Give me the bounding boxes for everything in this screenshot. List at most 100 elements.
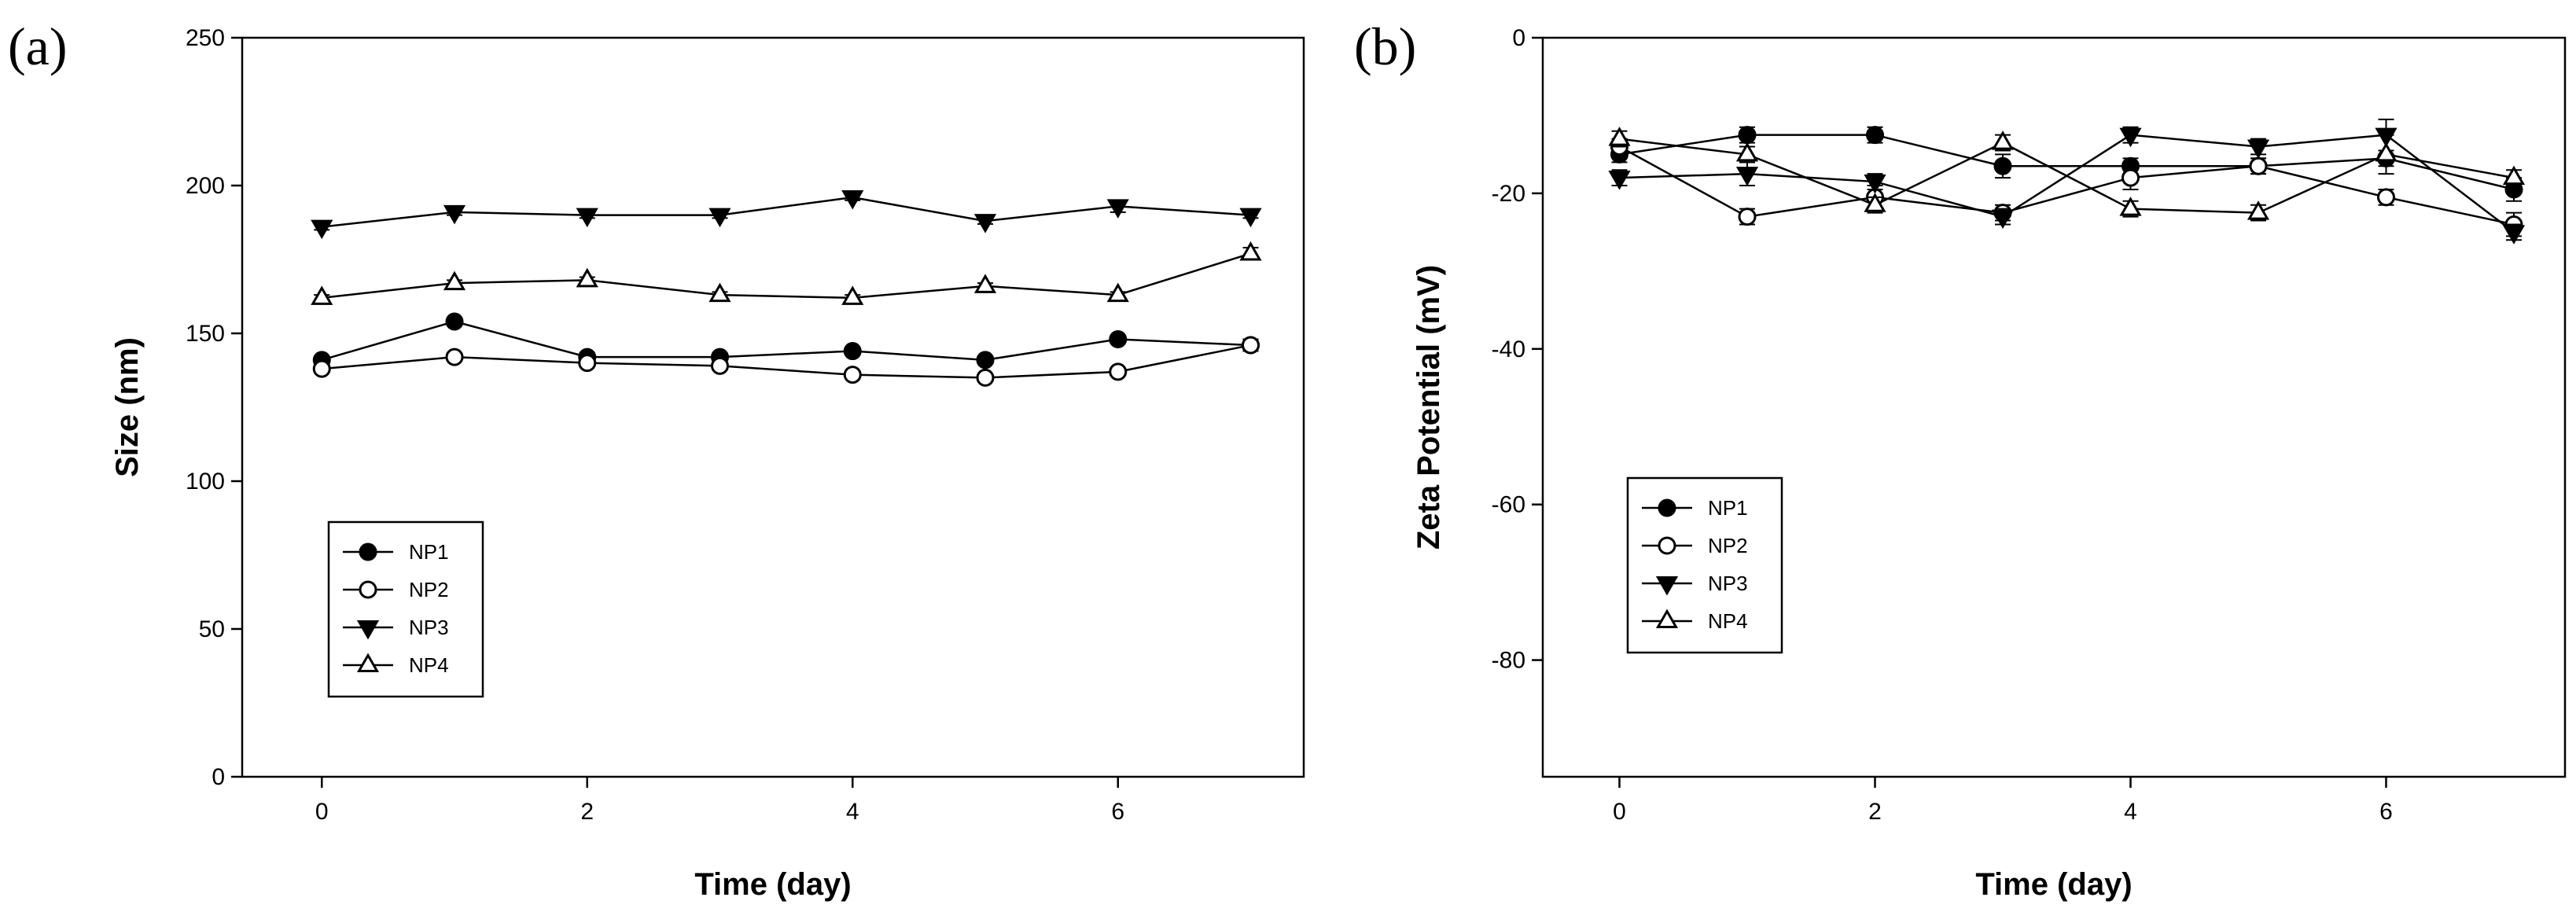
y-axis-title: Zeta Potential (mV) — [1411, 265, 1446, 550]
data-point-np4 — [2375, 142, 2398, 162]
data-point-np4 — [2247, 200, 2270, 220]
y-tick-label: 200 — [186, 173, 225, 199]
legend: NP1 NP2 NP3 NP4 — [327, 520, 484, 698]
y-tick-label: -80 — [1492, 648, 1525, 674]
y-tick-label: -20 — [1492, 181, 1525, 207]
x-tick-label: 0 — [315, 799, 329, 825]
data-point-np2 — [711, 356, 729, 375]
y-tick-label: 100 — [186, 469, 225, 495]
data-point-np3 — [1735, 167, 1759, 186]
data-point-np2 — [1109, 362, 1128, 381]
data-point-np4 — [311, 285, 333, 305]
plot-frame — [1541, 36, 2567, 778]
x-tick-label: 4 — [846, 799, 859, 825]
data-point-np2 — [2249, 156, 2268, 175]
legend-label: NP2 — [1708, 534, 1748, 557]
data-point-np1 — [1738, 126, 1757, 145]
data-point-np4 — [2119, 197, 2142, 216]
data-point-np3 — [2119, 127, 2142, 148]
data-point-np1 — [843, 342, 862, 361]
data-point-np4 — [2502, 165, 2526, 186]
legend-label: NP4 — [409, 653, 449, 677]
x-tick-label: 6 — [1111, 799, 1124, 825]
series-np4 — [311, 241, 1262, 305]
data-point-np4 — [1608, 127, 1631, 146]
data-point-np3 — [973, 214, 997, 234]
data-point-np4 — [841, 285, 864, 305]
x-tick-label: 2 — [1868, 799, 1882, 825]
legend-marker-np4 — [356, 653, 380, 672]
legend-marker-np2 — [1658, 536, 1676, 555]
data-point-np3 — [443, 204, 466, 225]
x-tick-label: 6 — [2379, 799, 2393, 825]
series-line-np3 — [322, 196, 1251, 228]
data-point-np2 — [2377, 188, 2395, 207]
data-point-np1 — [445, 312, 464, 331]
legend-label: NP3 — [1708, 572, 1748, 595]
panel-label: (b) — [1354, 17, 1416, 76]
series-line-np2 — [1618, 145, 2515, 226]
series-np3 — [1608, 118, 2526, 245]
legend-marker-np3 — [1655, 576, 1679, 596]
legend-label: NP1 — [409, 540, 449, 564]
series-np4 — [1608, 127, 2526, 222]
data-point-np2 — [312, 359, 331, 378]
y-tick-label: -60 — [1492, 492, 1525, 518]
data-point-np2 — [445, 348, 464, 366]
data-point-np4 — [708, 282, 731, 303]
data-point-np1 — [1993, 156, 2012, 175]
data-point-np1 — [1109, 330, 1128, 349]
data-point-np2 — [976, 368, 995, 387]
plot-frame — [241, 36, 1305, 778]
data-point-np3 — [1239, 208, 1262, 228]
series-line-np4 — [1619, 138, 2515, 214]
data-point-np4 — [1106, 282, 1129, 303]
legend-marker-np1 — [359, 542, 377, 561]
data-point-np4 — [1991, 131, 2015, 150]
data-point-np2 — [578, 354, 597, 373]
legend-marker-np1 — [1658, 498, 1676, 517]
y-tick-label: 0 — [1512, 25, 1525, 51]
series-line-np1 — [321, 320, 1251, 362]
data-point-np1 — [1866, 126, 1884, 145]
data-point-np3 — [708, 208, 731, 228]
series-np2 — [312, 336, 1260, 387]
data-point-np3 — [2502, 225, 2526, 245]
series-line-np1 — [1619, 134, 2515, 191]
data-point-np3 — [311, 219, 333, 240]
series-line-np4 — [322, 252, 1251, 300]
legend-box — [1626, 476, 1783, 654]
legend-label: NP3 — [409, 616, 449, 639]
data-point-np1 — [976, 351, 995, 370]
y-tick-label: 250 — [186, 25, 225, 51]
panel-b-zeta-chart: (b) 0 -20 -40 -60 -80 0 2 4 6 Time (day) Zeta Poten… — [1354, 17, 2567, 902]
panel-label: (a) — [8, 17, 67, 76]
data-point-np3 — [1864, 175, 1886, 194]
legend-box — [327, 520, 484, 698]
y-tick-label: -40 — [1492, 336, 1525, 362]
data-point-np3 — [1991, 209, 2015, 230]
data-point-np4 — [443, 270, 466, 291]
data-point-np3 — [1608, 171, 1631, 190]
data-point-np3 — [576, 208, 598, 228]
x-tick-label: 0 — [1613, 799, 1626, 825]
series-np3 — [311, 190, 1262, 240]
data-point-np2 — [1738, 208, 1757, 226]
x-axis-title: Time (day) — [694, 867, 851, 902]
data-point-np2 — [843, 366, 862, 384]
series-line-np2 — [322, 344, 1251, 379]
legend-marker-np2 — [359, 580, 377, 599]
legend-label: NP2 — [409, 578, 449, 601]
data-point-np4 — [1864, 193, 1886, 212]
y-tick-label: 0 — [212, 764, 225, 790]
y-tick-label: 50 — [199, 616, 225, 642]
y-axis-title: Size (nm) — [110, 337, 145, 477]
data-point-np3 — [1106, 199, 1129, 219]
legend: NP1 NP2 NP3 NP4 — [1626, 476, 1783, 654]
data-point-np2 — [2122, 168, 2140, 187]
data-point-np3 — [841, 190, 864, 210]
legend-label: NP1 — [1708, 496, 1748, 520]
data-point-np4 — [1735, 142, 1759, 162]
data-point-np4 — [576, 267, 598, 288]
